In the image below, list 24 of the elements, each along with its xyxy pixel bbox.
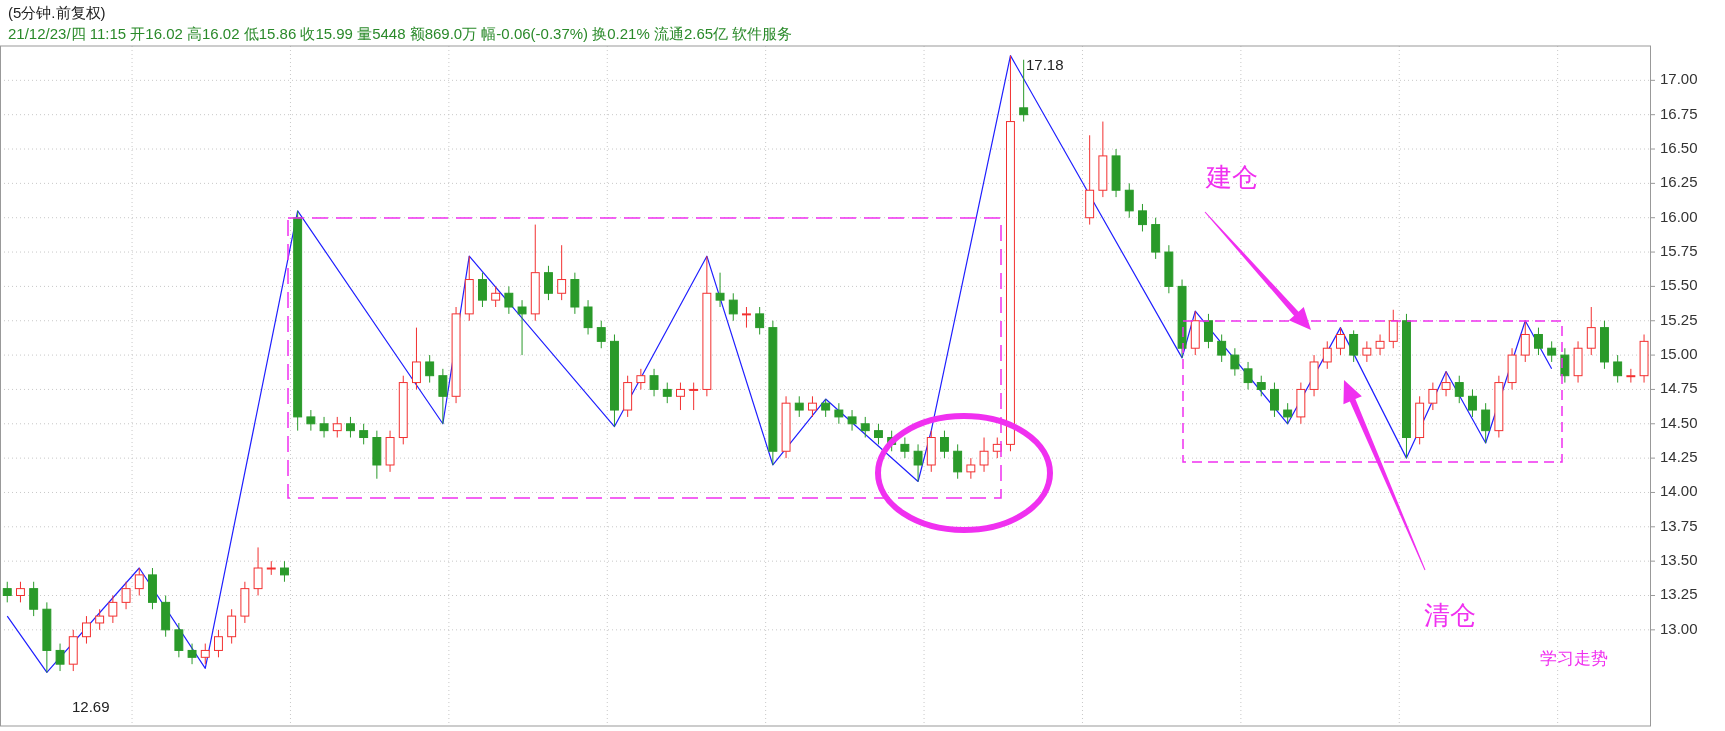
annotation: 建仓 [1205,162,1258,192]
y-tick-label: 16.50 [1660,139,1698,156]
y-tick-label: 13.75 [1660,516,1698,534]
y-tick-label: 16.25 [1660,173,1698,191]
y-tick-label: 14.00 [1660,482,1698,500]
y-tick-label: 15.00 [1660,345,1698,363]
y-tick-label: 15.75 [1660,242,1698,260]
annotation: 学习走势 [1540,649,1608,668]
y-tick-label: 13.50 [1660,551,1698,569]
chart-title: (5分钟.前复权) [8,4,106,21]
annotation: 清仓 [1424,600,1476,630]
y-tick-label: 13.25 [1660,585,1698,603]
y-tick-label: 13.00 [1660,619,1698,637]
y-tick-label: 14.75 [1660,379,1698,397]
annotation: 17.18 [1026,56,1064,73]
y-tick-label: 15.25 [1660,310,1698,328]
y-tick-label: 16.75 [1660,104,1698,122]
y-tick-label: 14.50 [1660,413,1698,431]
y-tick-label: 15.50 [1660,276,1698,294]
chart-subtitle: 21/12/23/四 11:15 开16.02 高16.02 低15.86 收15.99 量5448 额869.0万 幅-0.06(-0.37%) 换0.21% 流通2.65亿 软件服务 [8,25,793,42]
y-tick-label: 16.00 [1660,207,1698,225]
y-tick-label: 17.00 [1660,70,1698,88]
annotation: 12.69 [72,698,110,715]
y-tick-label: 14.25 [1660,448,1698,466]
